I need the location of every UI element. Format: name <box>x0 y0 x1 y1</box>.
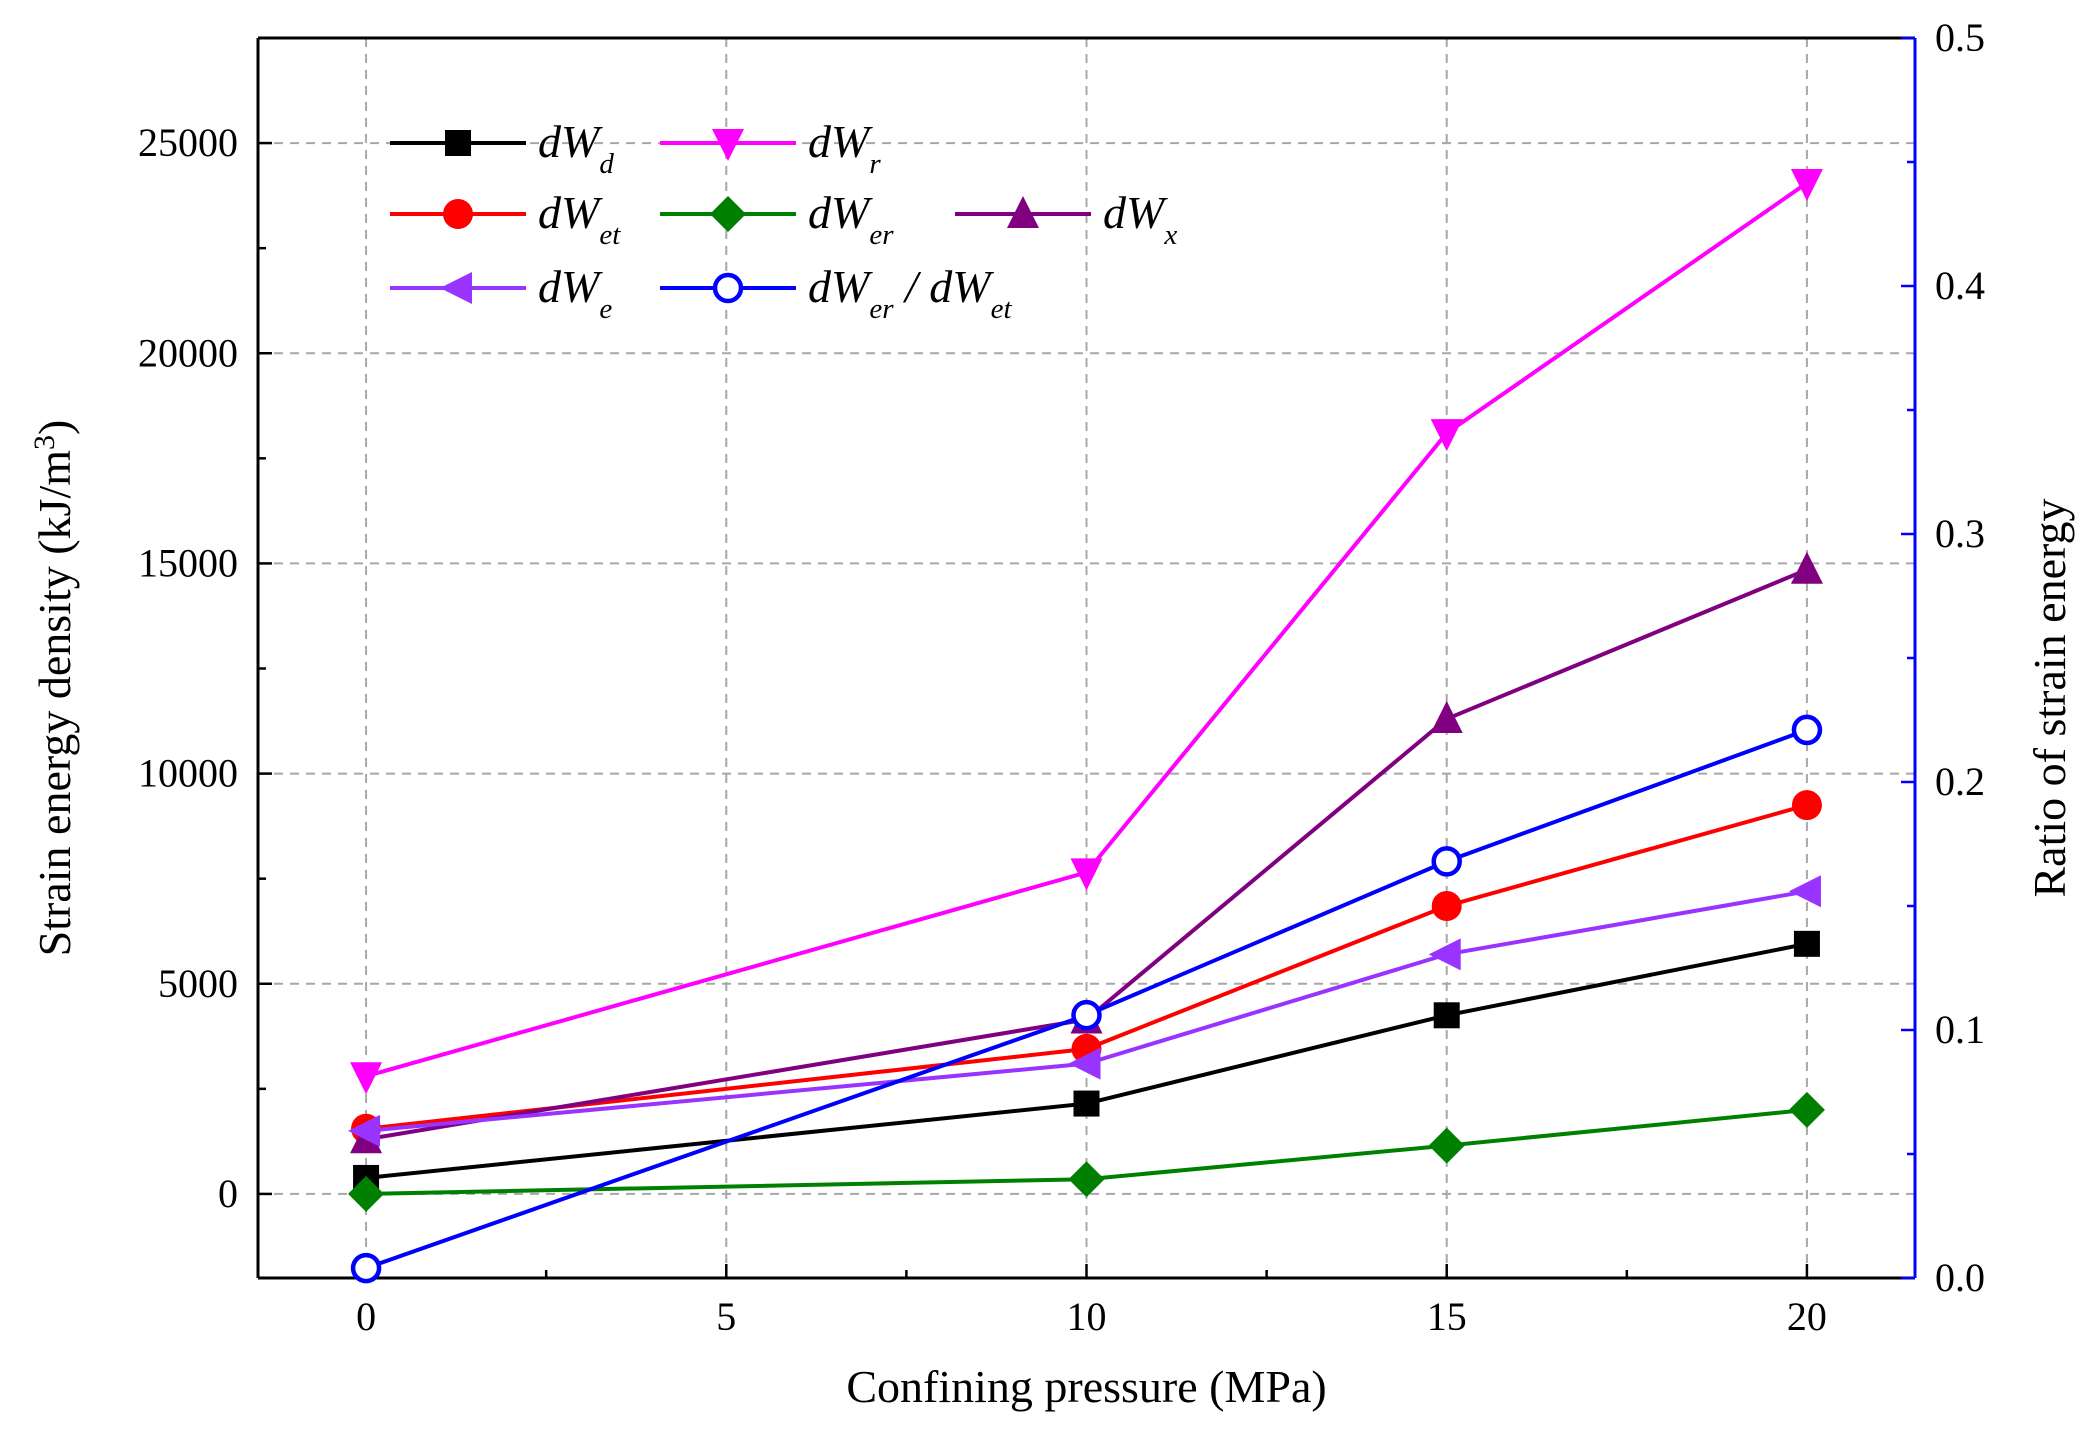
series-line <box>365 181 1809 1079</box>
y-axis-title-close: ) <box>29 420 80 435</box>
data-point <box>1788 1091 1825 1128</box>
legend-item: dWer / dWet <box>660 261 1012 325</box>
axes: 0 5 10 15 20 0 5000 10000 15000 20000 25000 0.0 0.1 0… <box>138 15 1985 1339</box>
legend-label: dWer / dWet <box>808 261 1012 325</box>
legend-marker <box>712 129 744 161</box>
legend-marker <box>440 272 472 304</box>
legend-marker <box>443 199 473 229</box>
legend: dWd dWr dWet dWer dWx dWe dWer / dWet <box>390 116 1177 325</box>
data-point <box>1068 1047 1101 1080</box>
grid-lines <box>258 38 1915 1278</box>
x-tick-label: 15 <box>1427 1294 1467 1339</box>
legend-item: dWr <box>660 116 881 180</box>
data-point <box>348 1114 381 1147</box>
data-point <box>1431 891 1462 921</box>
y-tick-label: 20000 <box>138 330 238 375</box>
x-tick-label: 10 <box>1067 1294 1107 1339</box>
legend-label: dWx <box>1103 187 1177 251</box>
y-tick-label: 10000 <box>138 751 238 796</box>
data-point <box>1793 930 1820 957</box>
data-point <box>348 1175 385 1212</box>
data-point <box>1071 999 1102 1031</box>
data-point <box>1791 790 1822 821</box>
y2-tick-label: 0.5 <box>1935 15 1985 60</box>
data-point <box>1433 1002 1460 1029</box>
series-dwer <box>348 1091 1825 1212</box>
y-tick-label: 25000 <box>138 120 238 165</box>
data-point <box>350 1252 382 1284</box>
legend-marker <box>710 196 746 232</box>
y2-tick-label: 0.0 <box>1935 1255 1985 1300</box>
legend-item: dWer <box>660 187 894 251</box>
y-tick-label: 0 <box>218 1171 238 1216</box>
legend-marker <box>712 272 744 304</box>
data-point <box>1068 1161 1105 1198</box>
legend-item: dWet <box>390 187 621 251</box>
y2-tick-label: 0.1 <box>1935 1007 1985 1052</box>
data-point <box>1430 700 1463 733</box>
legend-label: dWr <box>808 116 881 180</box>
legend-label: dWe <box>538 261 612 325</box>
x-tick-label: 5 <box>716 1294 736 1339</box>
series-dwer-dwet <box>350 714 1823 1284</box>
data-point <box>1070 858 1103 891</box>
data-series <box>348 169 1825 1284</box>
x-tick-label: 20 <box>1787 1294 1827 1339</box>
legend-label: dWd <box>538 116 614 180</box>
data-point <box>1073 1090 1100 1117</box>
series-line <box>365 567 1808 1142</box>
y2-tick-label: 0.3 <box>1935 511 1985 556</box>
legend-item: dWd <box>390 116 614 180</box>
legend-marker <box>445 130 471 156</box>
data-point <box>1791 714 1823 746</box>
series-line <box>366 1107 1808 1196</box>
data-point <box>1788 875 1821 908</box>
y2-axis-title: Ratio of strain energy <box>2024 499 2075 898</box>
data-point <box>1790 551 1823 584</box>
data-point <box>1431 846 1462 877</box>
series-line <box>365 728 1808 1270</box>
y2-tick-label: 0.2 <box>1935 759 1985 804</box>
series-dwr <box>350 169 1823 1095</box>
series-line <box>365 889 1808 1133</box>
y-tick-label: 5000 <box>158 961 238 1006</box>
legend-label: dWet <box>538 187 621 251</box>
x-tick-label: 0 <box>356 1294 376 1339</box>
data-point <box>1428 938 1461 971</box>
y-axis-title-superscript: 3 <box>28 435 61 450</box>
data-point <box>1790 169 1823 202</box>
data-point <box>350 1062 383 1095</box>
x-axis-title: Confining pressure (MPa) <box>846 1361 1326 1412</box>
series-dwe <box>348 875 1821 1147</box>
legend-label: dWer <box>808 187 894 251</box>
data-point <box>1428 1127 1465 1164</box>
y-axis-title-main: Strain energy density (kJ/m <box>29 450 80 957</box>
legend-marker <box>1007 196 1039 228</box>
series-line <box>365 803 1808 1131</box>
data-point <box>1430 419 1463 452</box>
y2-tick-label: 0.4 <box>1935 263 1985 308</box>
legend-item: dWe <box>390 261 612 325</box>
y-tick-label: 15000 <box>138 540 238 585</box>
y-axis-title: Strain energy density (kJ/m3) <box>28 420 81 957</box>
legend-item: dWx <box>955 187 1177 251</box>
